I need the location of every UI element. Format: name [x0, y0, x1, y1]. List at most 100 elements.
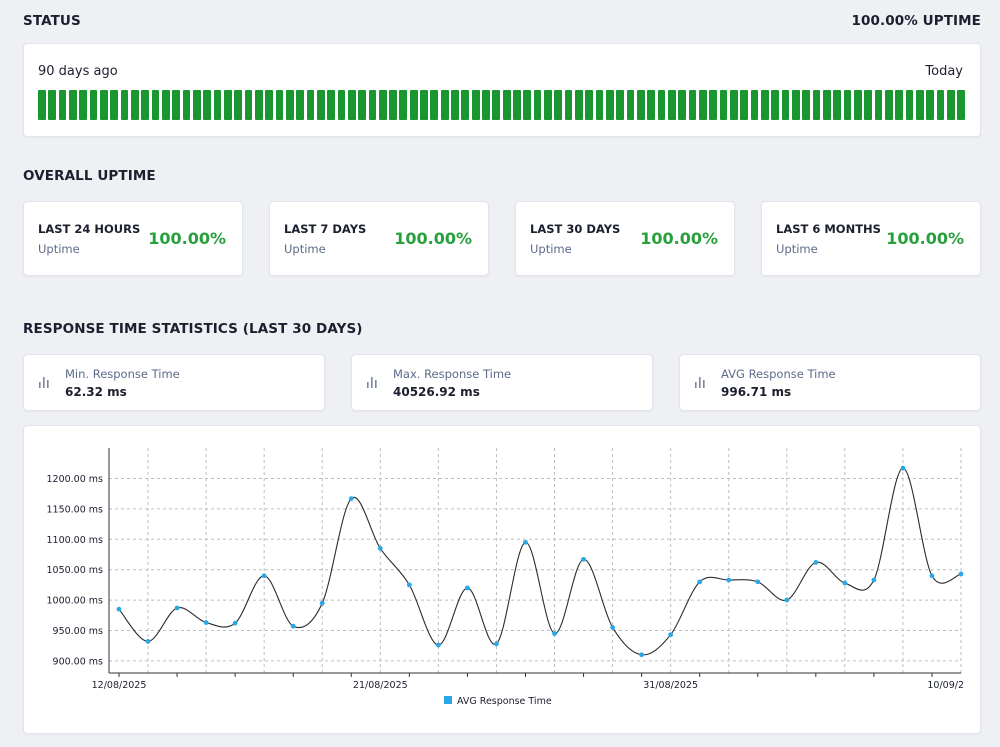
uptime-card-title: LAST 24 HOURS: [38, 222, 141, 236]
status-day-bar[interactable]: [58, 90, 67, 120]
status-day-bar[interactable]: [822, 90, 831, 120]
status-day-bar[interactable]: [172, 90, 180, 120]
status-day-bar[interactable]: [833, 90, 841, 120]
status-day-bar[interactable]: [915, 90, 924, 120]
status-day-bar[interactable]: [296, 90, 304, 120]
status-day-bar[interactable]: [223, 90, 232, 120]
status-day-bar[interactable]: [306, 90, 315, 120]
status-day-bar[interactable]: [213, 90, 222, 120]
status-day-bar[interactable]: [957, 90, 965, 120]
uptime-card-7d: LAST 7 DAYS Uptime 100.00%: [269, 201, 489, 276]
status-day-bar[interactable]: [244, 90, 253, 120]
status-day-bar[interactable]: [275, 90, 284, 120]
status-day-bar[interactable]: [347, 90, 356, 120]
status-day-bar[interactable]: [585, 90, 594, 120]
status-day-bar[interactable]: [265, 90, 273, 120]
status-day-bar[interactable]: [409, 90, 418, 120]
status-day-bar[interactable]: [203, 90, 211, 120]
data-point: [610, 625, 615, 630]
status-day-bar[interactable]: [729, 90, 738, 120]
status-day-bar[interactable]: [451, 90, 459, 120]
status-day-bar[interactable]: [38, 90, 46, 120]
data-point: [377, 546, 383, 551]
status-day-bar[interactable]: [699, 90, 707, 120]
status-day-bar[interactable]: [234, 90, 242, 120]
status-day-bar[interactable]: [161, 90, 170, 120]
status-day-bar[interactable]: [657, 90, 666, 120]
status-day-bar[interactable]: [482, 90, 490, 120]
status-day-bar[interactable]: [399, 90, 408, 120]
status-day-bar[interactable]: [616, 90, 625, 120]
status-day-bar[interactable]: [905, 90, 914, 120]
status-day-bar[interactable]: [79, 90, 88, 120]
status-day-bar[interactable]: [502, 90, 511, 120]
status-day-bar[interactable]: [110, 90, 119, 120]
status-day-bar[interactable]: [688, 90, 697, 120]
status-day-bar[interactable]: [936, 90, 945, 120]
status-day-bar[interactable]: [378, 90, 387, 120]
status-day-bar[interactable]: [760, 90, 769, 120]
status-day-bar[interactable]: [358, 90, 366, 120]
status-day-bar[interactable]: [337, 90, 346, 120]
response-time-chart: 900.00 ms 950.00 ms 1000.00 ms 1050.00 ms 11…: [46, 448, 964, 707]
status-day-bar[interactable]: [853, 90, 862, 120]
status-day-bar[interactable]: [192, 90, 201, 120]
status-day-bar[interactable]: [89, 90, 98, 120]
status-day-bar[interactable]: [791, 90, 800, 120]
status-day-bar[interactable]: [781, 90, 790, 120]
status-day-bar[interactable]: [48, 90, 57, 120]
status-day-bar[interactable]: [740, 90, 749, 120]
status-day-bar[interactable]: [182, 90, 191, 120]
status-day-bar[interactable]: [750, 90, 759, 120]
status-day-bar[interactable]: [595, 90, 604, 120]
status-day-bar[interactable]: [544, 90, 552, 120]
status-day-bar[interactable]: [254, 90, 263, 120]
status-day-bar[interactable]: [523, 90, 532, 120]
status-day-bar[interactable]: [926, 90, 934, 120]
status-day-bar[interactable]: [647, 90, 656, 120]
status-day-bar[interactable]: [575, 90, 583, 120]
status-day-bar[interactable]: [843, 90, 852, 120]
uptime-card-subtitle: Uptime: [776, 242, 818, 256]
status-day-bar[interactable]: [812, 90, 821, 120]
data-point: [174, 605, 180, 611]
uptime-card-subtitle: Uptime: [530, 242, 572, 256]
status-day-bar[interactable]: [678, 90, 687, 120]
status-day-bar[interactable]: [771, 90, 780, 120]
bar-chart-icon: [366, 375, 378, 389]
status-day-bar[interactable]: [327, 90, 335, 120]
status-day-bar[interactable]: [471, 90, 480, 120]
status-day-bar[interactable]: [513, 90, 521, 120]
status-day-bar[interactable]: [606, 90, 614, 120]
status-day-bar[interactable]: [389, 90, 397, 120]
status-day-bar[interactable]: [68, 90, 77, 120]
status-day-bar[interactable]: [461, 90, 470, 120]
status-day-bar[interactable]: [637, 90, 645, 120]
status-day-bar[interactable]: [626, 90, 635, 120]
status-day-bar[interactable]: [420, 90, 428, 120]
status-day-bar[interactable]: [709, 90, 718, 120]
status-day-bar[interactable]: [874, 90, 883, 120]
status-day-bar[interactable]: [130, 90, 139, 120]
status-day-bar[interactable]: [946, 90, 955, 120]
status-day-bar[interactable]: [895, 90, 903, 120]
status-day-bar[interactable]: [668, 90, 676, 120]
status-day-bar[interactable]: [884, 90, 893, 120]
status-day-bar[interactable]: [533, 90, 542, 120]
status-day-bar[interactable]: [492, 90, 501, 120]
status-day-bar[interactable]: [285, 90, 294, 120]
status-day-bar[interactable]: [440, 90, 449, 120]
status-day-bar[interactable]: [316, 90, 325, 120]
status-day-bar[interactable]: [554, 90, 563, 120]
status-day-bar[interactable]: [368, 90, 377, 120]
status-day-bar[interactable]: [151, 90, 160, 120]
status-day-bar[interactable]: [564, 90, 573, 120]
overall-uptime-heading: OVERALL UPTIME: [23, 168, 156, 184]
status-day-bar[interactable]: [719, 90, 728, 120]
status-day-bar[interactable]: [864, 90, 872, 120]
status-day-bar[interactable]: [141, 90, 150, 120]
status-day-bar[interactable]: [802, 90, 811, 120]
status-day-bar[interactable]: [120, 90, 129, 120]
status-day-bar[interactable]: [430, 90, 439, 120]
status-day-bar[interactable]: [99, 90, 108, 120]
